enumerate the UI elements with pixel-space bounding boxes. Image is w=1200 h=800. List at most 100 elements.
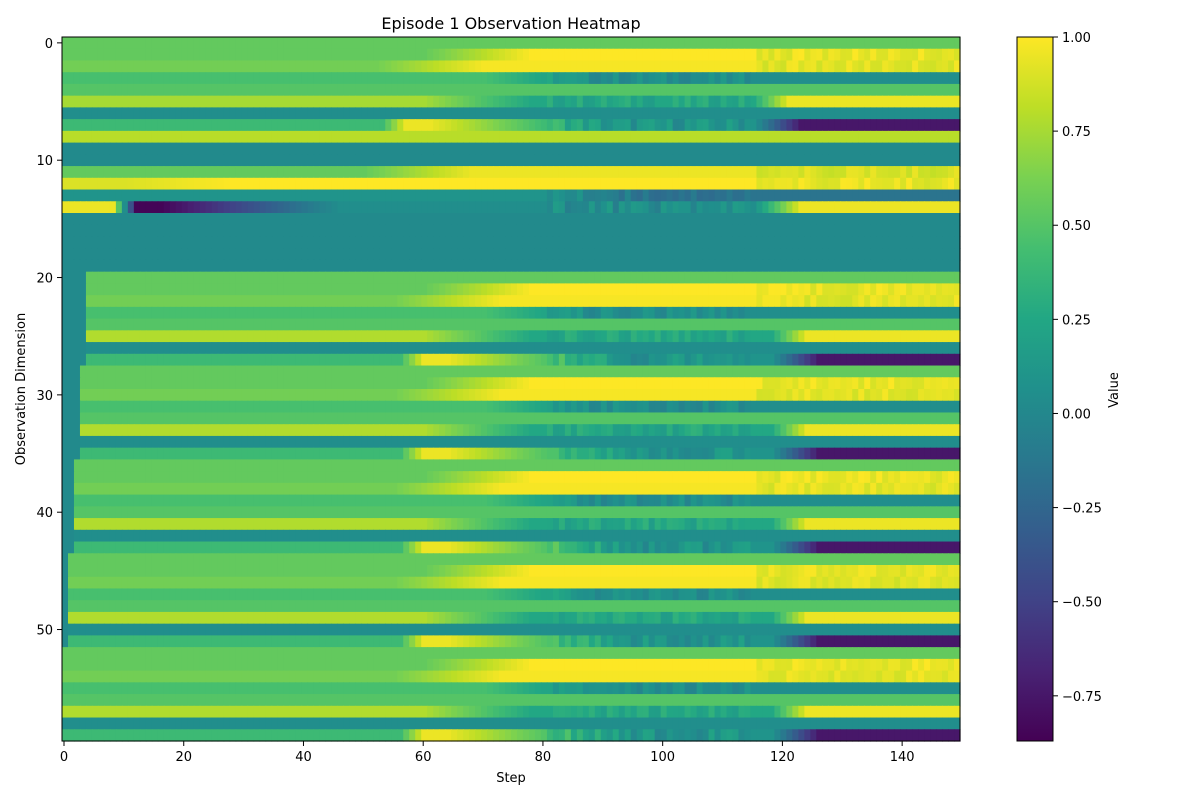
heatmap-cell xyxy=(223,259,231,273)
heatmap-cell xyxy=(930,318,937,331)
heatmap-cell xyxy=(672,330,680,343)
heatmap-cell xyxy=(253,236,261,249)
heatmap-cell xyxy=(858,353,865,367)
heatmap-cell xyxy=(924,48,931,62)
heatmap-cell xyxy=(211,342,219,355)
heatmap-cell xyxy=(295,177,303,191)
heatmap-cell xyxy=(463,95,470,108)
heatmap-cell xyxy=(738,400,746,414)
heatmap-cell xyxy=(97,424,105,437)
heatmap-cell xyxy=(642,365,650,378)
heatmap-cell xyxy=(714,283,722,296)
heatmap-cell xyxy=(391,283,398,296)
heatmap-cell xyxy=(379,365,386,378)
heatmap-cell xyxy=(451,283,458,296)
heatmap-cell xyxy=(798,130,805,144)
heatmap-cell xyxy=(475,166,482,179)
heatmap-cell xyxy=(552,177,560,191)
heatmap-cell xyxy=(636,213,644,226)
heatmap-cell xyxy=(85,201,93,214)
heatmap-cell xyxy=(73,236,81,249)
heatmap-cell xyxy=(798,400,805,414)
heatmap-cell xyxy=(762,330,770,343)
heatmap-cell xyxy=(624,400,632,414)
heatmap-cell xyxy=(175,177,183,191)
heatmap-cell xyxy=(343,119,350,132)
heatmap-cell xyxy=(684,365,692,378)
heatmap-cell xyxy=(115,306,123,320)
heatmap-cell xyxy=(505,95,512,108)
heatmap-cell xyxy=(97,353,105,367)
heatmap-cell xyxy=(301,48,309,62)
heatmap-cell xyxy=(666,119,674,132)
heatmap-cell xyxy=(714,37,722,50)
heatmap-cell xyxy=(780,72,787,85)
heatmap-cell xyxy=(612,107,620,120)
heatmap-cell xyxy=(522,72,530,85)
heatmap-cell xyxy=(181,283,189,296)
heatmap-cell xyxy=(744,400,752,414)
heatmap-cell xyxy=(229,295,237,308)
heatmap-cell xyxy=(331,48,338,62)
heatmap-cell xyxy=(948,213,955,226)
heatmap-cell xyxy=(624,236,632,249)
heatmap-cell xyxy=(373,213,380,226)
heatmap-cell xyxy=(864,37,871,50)
heatmap-cell xyxy=(882,95,889,108)
heatmap-cell xyxy=(822,201,829,214)
heatmap-cell xyxy=(403,224,410,238)
heatmap-cell xyxy=(421,224,428,238)
heatmap-cell xyxy=(756,342,764,355)
heatmap-cell xyxy=(331,365,338,378)
heatmap-cell xyxy=(307,412,315,425)
heatmap-cell xyxy=(858,166,865,179)
heatmap-cell xyxy=(540,389,548,402)
chart-title: Episode 1 Observation Heatmap xyxy=(381,14,640,33)
heatmap-cell xyxy=(133,306,141,320)
heatmap-cell xyxy=(103,271,111,284)
heatmap-cell xyxy=(103,412,111,425)
heatmap-cell xyxy=(522,330,530,343)
heatmap-cell xyxy=(678,72,686,85)
heatmap-cell xyxy=(103,119,111,132)
heatmap-cell xyxy=(786,72,793,85)
heatmap-cell xyxy=(942,83,949,97)
heatmap-cell xyxy=(211,224,219,238)
heatmap-cell xyxy=(720,412,728,425)
heatmap-cell xyxy=(540,95,548,108)
heatmap-cell xyxy=(205,37,213,50)
heatmap-cell xyxy=(439,130,446,144)
heatmap-cell xyxy=(127,248,135,261)
heatmap-cell xyxy=(247,377,255,390)
heatmap-cell xyxy=(253,259,261,273)
heatmap-cell xyxy=(277,259,285,273)
heatmap-cell xyxy=(678,295,686,308)
heatmap-cell xyxy=(642,83,650,97)
heatmap-cell xyxy=(481,389,488,402)
heatmap-cell xyxy=(505,177,512,191)
heatmap-cell xyxy=(744,318,752,331)
heatmap-cell xyxy=(313,37,321,50)
heatmap-cell xyxy=(361,142,368,155)
heatmap-cell xyxy=(91,83,99,97)
heatmap-cell xyxy=(942,119,949,132)
heatmap-cell xyxy=(648,353,656,367)
heatmap-cell xyxy=(720,365,728,378)
heatmap-cell xyxy=(894,365,901,378)
heatmap-cell xyxy=(900,342,907,355)
heatmap-cell xyxy=(337,400,344,414)
heatmap-cell xyxy=(858,72,865,85)
heatmap-cell xyxy=(493,271,500,284)
heatmap-cell xyxy=(79,154,87,167)
heatmap-cell xyxy=(499,189,506,202)
heatmap-cell xyxy=(594,283,602,296)
heatmap-cell xyxy=(600,389,608,402)
heatmap-cell xyxy=(499,365,506,378)
heatmap-cell xyxy=(391,248,398,261)
heatmap-cell xyxy=(343,107,350,120)
heatmap-cell xyxy=(738,119,746,132)
heatmap-cell xyxy=(576,236,584,249)
heatmap-cell xyxy=(534,37,542,50)
heatmap-cell xyxy=(175,424,183,437)
heatmap-cell xyxy=(930,119,937,132)
